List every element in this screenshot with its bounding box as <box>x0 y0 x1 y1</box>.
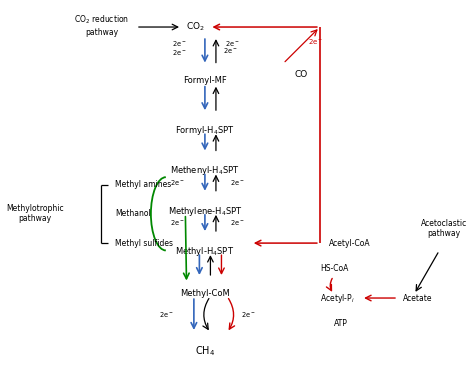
Text: 2e$^-$: 2e$^-$ <box>172 48 187 57</box>
Text: 2e$^-$: 2e$^-$ <box>241 310 256 319</box>
Text: CO$_2$: CO$_2$ <box>186 21 205 33</box>
Text: 2e$^-$: 2e$^-$ <box>230 178 245 187</box>
Text: Methylotrophic
pathway: Methylotrophic pathway <box>6 204 64 224</box>
Text: CO: CO <box>295 70 308 79</box>
Text: Methanol: Methanol <box>115 209 151 218</box>
Text: 2e$^-$: 2e$^-$ <box>225 39 240 48</box>
Text: Methyl-CoM: Methyl-CoM <box>180 289 230 298</box>
Text: CO$_2$ reduction
pathway: CO$_2$ reduction pathway <box>74 14 129 37</box>
Text: Acetyl-CoA: Acetyl-CoA <box>329 239 371 248</box>
Text: HS-CoA: HS-CoA <box>320 264 348 273</box>
Text: 2e$^-$: 2e$^-$ <box>230 218 245 227</box>
Text: 2e$^-$: 2e$^-$ <box>170 178 185 187</box>
Text: Methyl amines: Methyl amines <box>115 180 172 189</box>
Text: Acetyl-P$_i$: Acetyl-P$_i$ <box>320 292 355 304</box>
Text: 2e$^-$: 2e$^-$ <box>308 37 324 46</box>
Text: 2e$^-$: 2e$^-$ <box>172 39 187 48</box>
Text: Formyl-MF: Formyl-MF <box>183 76 227 86</box>
Text: 2e$^-$: 2e$^-$ <box>170 218 185 227</box>
Text: CH$_4$: CH$_4$ <box>195 344 215 358</box>
Text: Formyl-H$_4$SPT: Formyl-H$_4$SPT <box>175 124 235 137</box>
Text: Acetate: Acetate <box>402 293 432 303</box>
Text: ATP: ATP <box>334 319 347 328</box>
Text: Methenyl-H$_4$SPT: Methenyl-H$_4$SPT <box>170 164 240 177</box>
Text: Methyl sulfides: Methyl sulfides <box>115 239 173 248</box>
Text: 2e$^-$: 2e$^-$ <box>158 310 173 319</box>
Text: Methylene-H$_4$SPT: Methylene-H$_4$SPT <box>167 205 242 218</box>
Text: Acetoclastic
pathway: Acetoclastic pathway <box>421 219 467 238</box>
Text: 2e$^-$: 2e$^-$ <box>223 46 237 55</box>
Text: Methyl-H$_4$SPT: Methyl-H$_4$SPT <box>175 245 235 258</box>
